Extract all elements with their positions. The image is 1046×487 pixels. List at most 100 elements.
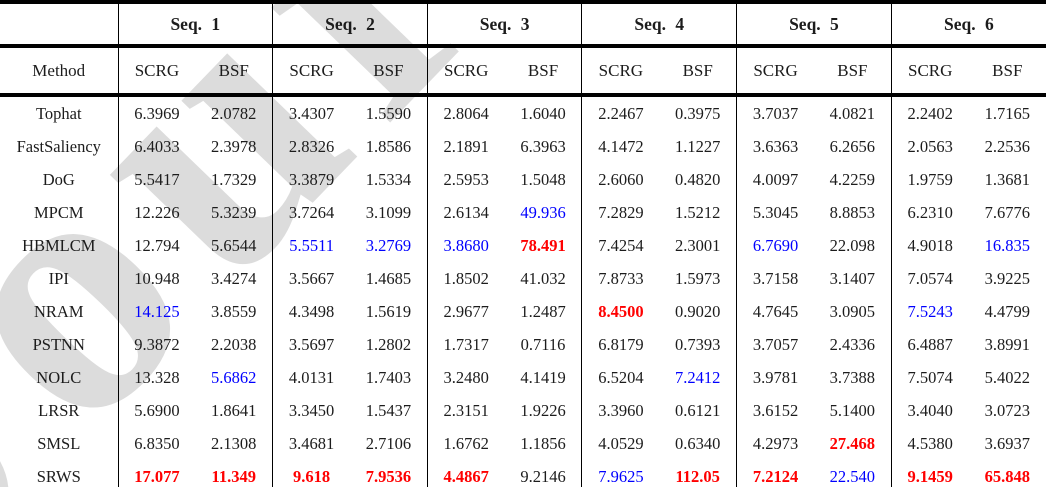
metric-header-bsf-seq1: BSF (195, 46, 274, 97)
value-cell: 7.0574 (907, 268, 953, 288)
value-cell: 2.3001 (659, 229, 738, 262)
value-cell: 3.8680 (443, 235, 489, 255)
table-row-mpcm: MPCM 12.226 5.3239 3.7264 3.1099 2.6134 49.936… (0, 196, 1046, 229)
value-cell: 0.7116 (504, 328, 583, 361)
value-cell: 9.3872 (134, 334, 180, 354)
value-cell: 49.936 (504, 196, 583, 229)
value-cell: 2.1308 (195, 427, 274, 460)
metric-header-bsf-seq5: BSF (813, 46, 892, 97)
value-cell: 0.6340 (659, 427, 738, 460)
table-row-nolc: NOLC 13.328 5.6862 4.0131 1.7403 3.2480 4.1419… (0, 361, 1046, 394)
value-cell: 3.4274 (195, 262, 274, 295)
value-cell: 22.098 (813, 229, 892, 262)
value-cell: 7.8733 (598, 268, 644, 288)
value-cell: 3.8991 (984, 334, 1030, 354)
table-row-pstnn: PSTNN 9.3872 2.2038 3.5697 1.2802 1.7317 0.711… (0, 328, 1046, 361)
value-cell: 7.9625 (598, 466, 644, 486)
value-cell: 7.5074 (907, 367, 953, 387)
value-cell: 8.4500 (598, 301, 644, 321)
value-cell: 3.9225 (984, 268, 1030, 288)
seq-header-6: Seq. 6 (891, 2, 1046, 48)
value-cell: 1.1856 (504, 427, 583, 460)
value-cell: 65.848 (984, 466, 1030, 486)
value-cell: 3.7037 (752, 103, 799, 123)
value-cell: 3.4307 (288, 103, 335, 123)
value-cell: 2.2536 (984, 136, 1030, 156)
value-cell: 4.4799 (984, 301, 1030, 321)
table-row-tophat: Tophat 6.3969 2.0782 3.4307 1.5590 2.8064 1.60… (0, 95, 1046, 130)
value-cell: 5.4022 (984, 367, 1030, 387)
value-cell: 7.2829 (598, 202, 644, 222)
metric-header-scrg-seq6: SCRG (891, 46, 969, 97)
value-cell: 4.0529 (598, 433, 644, 453)
value-cell: 9.2146 (504, 460, 583, 487)
metric-header-row: Method SCRG BSF SCRG BSF SCRG BSF SCRG BSF SCRG B… (0, 46, 1046, 97)
table-row-fastsaliency: FastSaliency 6.4033 2.3978 2.8326 1.8586 2.18… (0, 130, 1046, 163)
value-cell: 4.4867 (443, 466, 489, 486)
method-label: Tophat (0, 95, 119, 130)
seq-header-5: Seq. 5 (736, 2, 892, 48)
metric-header-scrg-seq3: SCRG (427, 46, 505, 97)
value-cell: 4.0821 (813, 95, 892, 130)
metric-header-bsf-seq4: BSF (659, 46, 738, 97)
metric-header-scrg-seq1: SCRG (118, 46, 196, 97)
value-cell: 1.5619 (349, 295, 428, 328)
value-cell: 1.5212 (659, 196, 738, 229)
value-cell: 2.8064 (443, 103, 489, 123)
method-label: DoG (0, 163, 119, 196)
value-cell: 3.0723 (984, 400, 1030, 420)
value-cell: 0.3975 (659, 95, 738, 130)
metric-header-bsf-seq3: BSF (504, 46, 583, 97)
value-cell: 1.8641 (195, 394, 274, 427)
value-cell: 3.5697 (288, 334, 335, 354)
value-cell: 3.1407 (813, 262, 892, 295)
value-cell: 7.6776 (984, 202, 1030, 222)
value-cell: 22.540 (813, 460, 892, 487)
value-cell: 2.3151 (443, 400, 489, 420)
value-cell: 2.9677 (443, 301, 489, 321)
value-cell: 2.2402 (907, 103, 953, 123)
value-cell: 8.8853 (813, 196, 892, 229)
value-cell: 3.7158 (752, 268, 799, 288)
value-cell: 14.125 (134, 301, 180, 321)
method-header: Method (0, 46, 119, 97)
value-cell: 6.2656 (813, 130, 892, 163)
method-label: SRWS (0, 460, 119, 487)
value-cell: 3.6363 (752, 136, 799, 156)
value-cell: 6.7690 (752, 235, 799, 255)
seq-header-2: Seq. 2 (272, 2, 428, 48)
value-cell: 2.4336 (813, 328, 892, 361)
value-cell: 3.0905 (813, 295, 892, 328)
value-cell: 3.3960 (598, 400, 644, 420)
value-cell: 6.8350 (134, 433, 180, 453)
value-cell: 5.6862 (195, 361, 274, 394)
value-cell: 0.6121 (659, 394, 738, 427)
value-cell: 6.5204 (598, 367, 644, 387)
metric-header-bsf-seq6: BSF (968, 46, 1046, 97)
value-cell: 3.7264 (288, 202, 335, 222)
table-row-lrsr: LRSR 5.6900 1.8641 3.3450 1.5437 2.3151 1.9226… (0, 394, 1046, 427)
value-cell: 5.5511 (289, 235, 334, 255)
value-cell: 4.0131 (288, 367, 335, 387)
value-cell: 2.6134 (443, 202, 489, 222)
value-cell: 9.618 (293, 466, 331, 486)
value-cell: 1.5334 (349, 163, 428, 196)
value-cell: 3.4040 (907, 400, 953, 420)
value-cell: 6.4033 (134, 136, 180, 156)
value-cell: 0.9020 (659, 295, 738, 328)
metric-header-scrg-seq5: SCRG (736, 46, 814, 97)
value-cell: 3.7388 (813, 361, 892, 394)
value-cell: 1.2802 (349, 328, 428, 361)
value-cell: 3.9781 (752, 367, 799, 387)
value-cell: 3.1099 (349, 196, 428, 229)
value-cell: 2.0782 (195, 95, 274, 130)
value-cell: 4.9018 (907, 235, 953, 255)
value-cell: 6.4887 (907, 334, 953, 354)
value-cell: 1.9759 (907, 169, 953, 189)
value-cell: 6.2310 (907, 202, 953, 222)
method-label: IPI (0, 262, 119, 295)
value-cell: 6.3963 (504, 130, 583, 163)
value-cell: 2.1891 (443, 136, 489, 156)
value-cell: 17.077 (134, 466, 180, 486)
